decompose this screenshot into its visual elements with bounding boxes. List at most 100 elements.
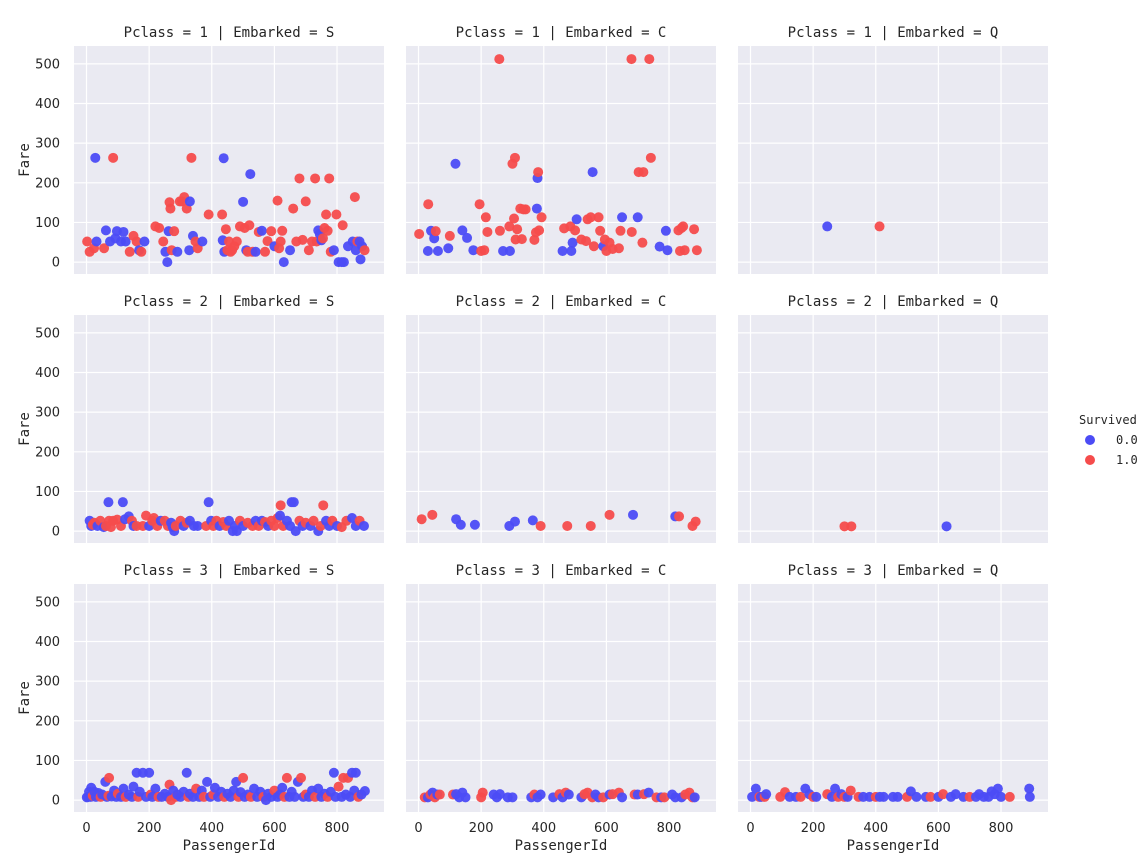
y-tick-label: 100 [35,754,60,769]
data-point [581,236,592,247]
data-point [477,787,488,798]
facet-panel: Pclass = 2 | Embarked = S 0 100 200 300 400 50… [17,294,384,543]
data-point [275,500,286,511]
data-point [303,245,314,256]
data-point [457,225,468,236]
data-point [277,225,288,236]
data-point [144,767,155,778]
data-point [660,225,671,236]
data-point [992,783,1003,794]
data-point [256,225,267,236]
panel-background [738,46,1048,274]
data-point [269,520,280,531]
data-point [643,787,654,798]
data-point [124,246,135,257]
x-axis-label: PassengerId [183,838,276,854]
data-point [300,196,311,207]
facet-panel: Pclass = 1 | Embarked = C [406,25,716,274]
data-point [535,789,546,800]
data-point [103,497,114,508]
data-point [136,246,147,257]
facet-panel: Pclass = 2 | Embarked = Q [738,294,1048,543]
y-tick-label: 400 [35,366,60,381]
data-point [238,196,249,207]
data-point [566,246,577,257]
y-axis-label: Fare [17,412,33,446]
legend-label: 1.0 [1116,453,1138,467]
data-point [588,241,599,252]
data-point [520,204,531,215]
data-point [192,520,203,531]
data-point [637,237,648,248]
facet-panel: Pclass = 3 | Embarked = Q 0 200 400 600 800 Pa… [738,563,1048,854]
data-point [617,792,628,803]
data-point [338,257,349,268]
data-point [1024,791,1035,802]
x-tick-label: 600 [262,821,287,836]
x-tick-label: 400 [199,821,224,836]
data-point [509,516,520,527]
x-tick-label: 200 [137,821,162,836]
data-point [567,237,578,248]
x-tick-label: 600 [594,821,619,836]
data-point [570,225,581,236]
data-point [203,497,214,508]
panel-title: Pclass = 2 | Embarked = C [456,294,667,310]
data-point [531,203,542,214]
data-point [250,246,261,257]
y-tick-label: 0 [52,794,60,809]
data-point [480,212,491,223]
x-tick-label: 0 [746,821,754,836]
data-point [231,236,242,247]
data-point [638,167,649,178]
data-point [613,243,624,254]
data-point [328,767,339,778]
x-tick-label: 800 [657,821,682,836]
y-axis-label: Fare [17,681,33,715]
data-point [494,54,505,65]
panel-title: Pclass = 2 | Embarked = S [124,294,335,310]
x-tick-label: 400 [863,821,888,836]
data-point [359,785,370,796]
data-point [99,243,110,254]
data-point [509,152,520,163]
data-point [996,791,1007,802]
data-point [533,167,544,178]
data-point [432,246,443,257]
y-tick-label: 100 [35,216,60,231]
data-point [444,230,455,241]
data-point [202,776,213,787]
data-point [691,245,702,256]
data-point [474,199,485,210]
y-axis-label: Fare [17,143,33,177]
data-point [184,245,195,256]
data-point [278,257,289,268]
data-point [747,791,758,802]
panel-title: Pclass = 2 | Embarked = Q [788,294,999,310]
data-point [587,167,598,178]
data-point [331,209,342,220]
data-point [100,225,111,236]
data-point [874,221,885,232]
x-tick-label: 200 [469,821,494,836]
data-point [324,173,335,184]
legend-title: Survived [1079,413,1137,427]
data-point [165,203,176,214]
data-point [416,514,427,525]
data-point [260,246,271,257]
x-axis-label: PassengerId [515,838,608,854]
facet-panel: Pclass = 3 | Embarked = C 0 200 400 600 800 Pa… [406,563,716,854]
data-point [689,224,700,235]
data-point [217,209,228,220]
data-point [355,254,366,265]
data-point [203,209,214,220]
y-tick-label: 200 [35,445,60,460]
data-point [318,500,329,511]
legend-marker [1085,435,1095,445]
data-point [571,214,582,225]
data-point [238,772,249,783]
y-tick-label: 300 [35,406,60,421]
legend-marker [1085,455,1095,465]
data-point [120,236,131,247]
